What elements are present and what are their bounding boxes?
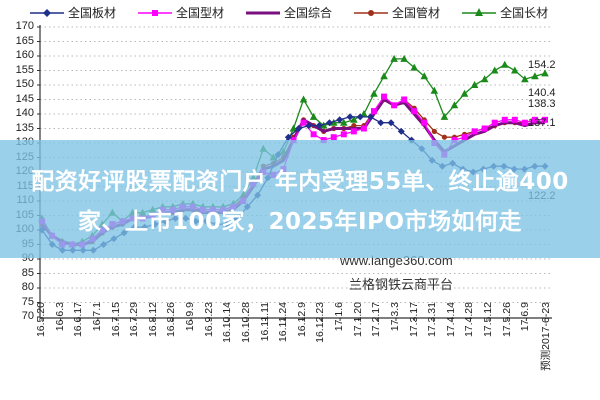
legend-label: 全国型材 — [176, 6, 225, 20]
legend-label: 全国管材 — [392, 6, 441, 20]
y-tick-label: 170 — [15, 20, 34, 32]
x-tick-label: 17.6.9 — [519, 302, 532, 332]
x-tick-label: 16.5.20 — [35, 302, 47, 338]
x-tick-label: 17.4.28 — [463, 302, 476, 338]
legend-item: 全国综合 — [246, 4, 332, 21]
y-tick-label: 85 — [21, 266, 34, 279]
y-tick-label: 150 — [15, 78, 34, 90]
watermark-platform: 兰格钢铁云商平台 — [349, 277, 454, 292]
x-tick-label: 16.7.15 — [109, 302, 122, 338]
x-tick-label: 17.5.26 — [500, 302, 513, 338]
x-tick-label: 17.1.6 — [333, 302, 346, 332]
x-tick-label: 17.3.31 — [426, 302, 439, 338]
x-tick-label: 16.11.11 — [258, 302, 271, 342]
y-tick-label: 165 — [15, 34, 34, 47]
y-tick-label: 160 — [15, 49, 34, 61]
y-tick-label: 80 — [21, 281, 34, 293]
y-tick-label: 90 — [21, 252, 34, 264]
y-tick-label: 145 — [15, 92, 34, 105]
y-tick-label: 70 — [21, 310, 34, 322]
end-label-section: 138.3 — [528, 98, 556, 110]
x-tick-label: 17.4.14 — [444, 302, 457, 338]
legend-swatch-icon — [354, 9, 389, 16]
x-tick-label: 预测2017-6-23 — [540, 302, 552, 371]
x-tick-label: 16.7.1 — [90, 302, 103, 332]
legend-item: 全国长材 — [462, 4, 548, 21]
y-tick-label: 75 — [21, 295, 34, 308]
legend-label: 全国板材 — [68, 6, 117, 20]
x-tick-label: 17.3.3 — [388, 302, 401, 332]
x-tick-label: 16.7.29 — [128, 302, 141, 338]
legend-label: 全国长材 — [500, 6, 549, 20]
end-label-composite: 137.1 — [528, 117, 556, 129]
x-tick-label: 16.12.9 — [295, 302, 308, 338]
x-tick-label: 17.2.17 — [370, 302, 383, 338]
y-tick-label: 135 — [15, 121, 34, 134]
x-tick-label: 16.9.9 — [184, 302, 197, 332]
legend: 全国板材 全国型材 全国综合 全国管材 全国长材 — [30, 4, 570, 21]
y-tick-label: 155 — [15, 63, 34, 76]
x-tick-label: 16.9.23 — [202, 302, 215, 338]
legend-item: 全国管材 — [354, 4, 440, 21]
headline-line-2: 家、上市100家，2025年IPO市场如何走 — [78, 209, 522, 235]
x-tick-label: 16.8.26 — [165, 302, 178, 338]
x-tick-label: 17.5.12 — [482, 302, 495, 338]
end-label-pipe: 140.4 — [528, 87, 556, 99]
x-tick-label: 16.11.24 — [277, 302, 290, 343]
legend-item: 全国型材 — [138, 4, 224, 21]
headline-banner: 配资好评股票配资门户 年内受理55单、终止逾400 家、上市100家，2025年… — [0, 140, 600, 258]
x-tick-label: 16.6.17 — [72, 302, 85, 338]
legend-swatch-icon — [462, 7, 497, 16]
legend-swatch-icon — [246, 11, 281, 14]
legend-swatch-icon — [30, 8, 64, 17]
legend-swatch-icon — [138, 9, 173, 16]
x-tick-label: 16.6.3 — [53, 302, 66, 332]
headline-line-1: 配资好评股票配资门户 年内受理55单、终止逾400 — [31, 169, 569, 195]
x-tick-label: 16.12.23 — [314, 302, 327, 343]
y-tick-label: 140 — [15, 107, 34, 119]
legend-label: 全国综合 — [284, 6, 333, 20]
x-tick-label: 17.3.17 — [407, 302, 420, 338]
legend-item: 全国板材 — [30, 4, 116, 21]
x-tick-label: 16.10.28 — [239, 302, 252, 343]
x-tick-label: 16.8.12 — [146, 302, 159, 338]
end-label-long: 154.2 — [528, 59, 556, 71]
x-tick-label: 16.10.14 — [221, 302, 234, 343]
x-tick-label: 17.1.20 — [351, 302, 364, 338]
